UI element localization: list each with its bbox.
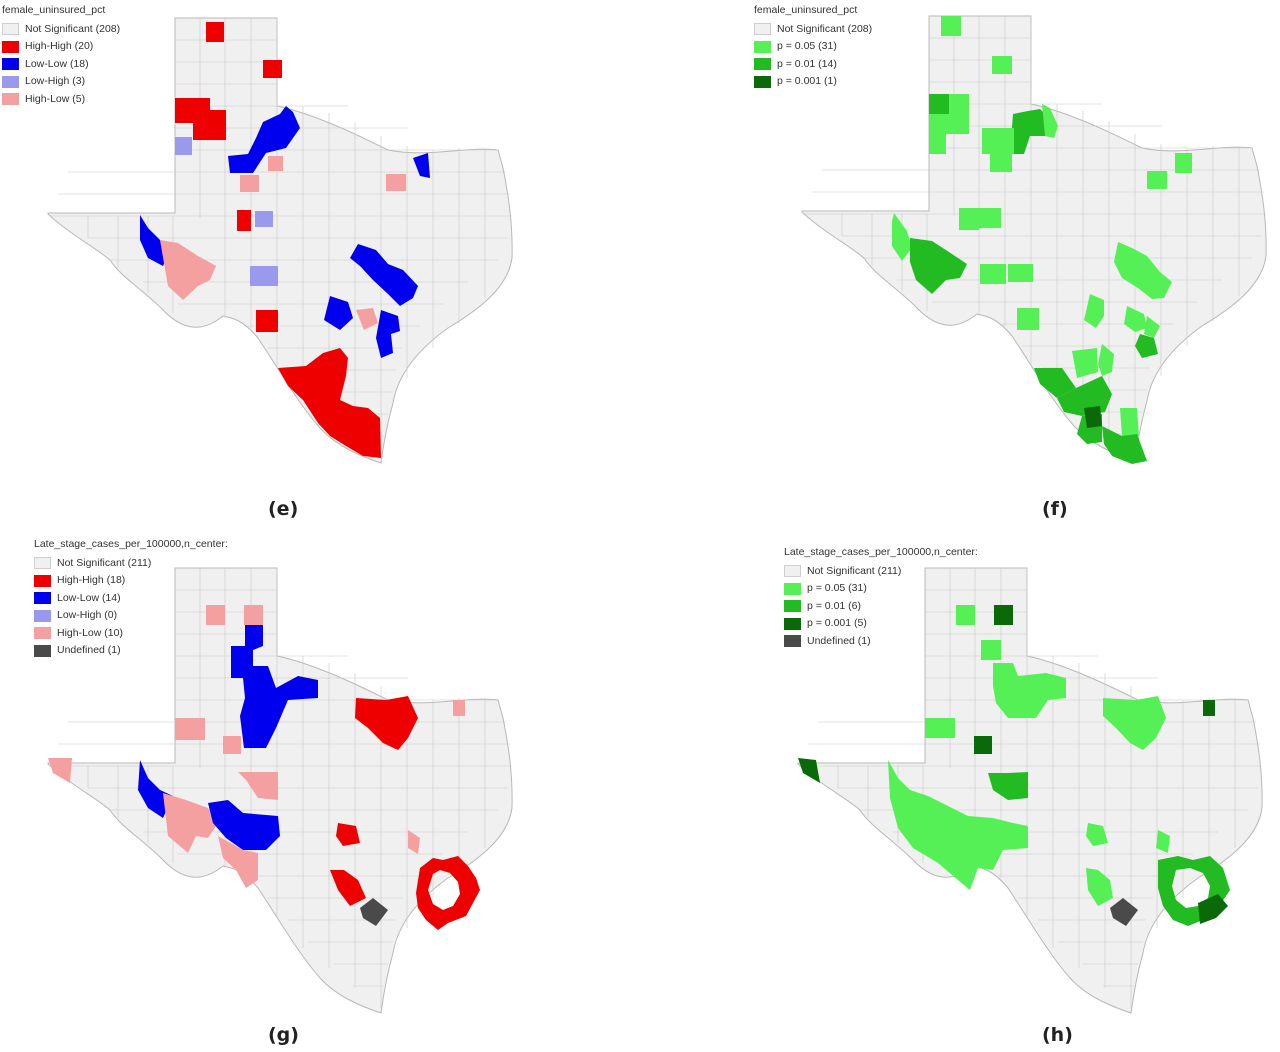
legend-label: p = 0.05 (31) — [807, 582, 867, 594]
texas-county-map — [801, 15, 1267, 464]
legend-swatch — [754, 23, 771, 36]
legend-label: p = 0.001 (5) — [807, 617, 867, 629]
legend-item-p005: p = 0.05 (31) — [754, 38, 872, 56]
legend-item-not-significant: Not Significant (211) — [784, 563, 978, 581]
texas-outline — [47, 567, 513, 1014]
legend-label: p = 0.01 (6) — [807, 599, 861, 612]
panel-e: female_uninsured_pct Not Significant (20… — [0, 0, 640, 526]
texas-outline — [797, 567, 1263, 1014]
legend-item-p001: p = 0.01 (14) — [754, 56, 872, 74]
legend-label: Low-Low (18) — [25, 57, 89, 70]
legend-item-low-high: Low-High (0) — [34, 607, 228, 625]
significant-counties — [798, 605, 1230, 926]
county-grid — [804, 16, 1266, 456]
legend-swatch — [34, 574, 51, 587]
panel-f: female_uninsured_pct Not Significant (20… — [640, 0, 1280, 526]
legend-label: Low-Low (14) — [57, 591, 121, 604]
significant-counties — [140, 22, 430, 458]
texas-outline — [47, 17, 513, 464]
legend-label: Not Significant (208) — [25, 22, 121, 35]
significant-counties — [48, 605, 480, 930]
legend-item-p0001: p = 0.001 (5) — [784, 615, 978, 633]
legend-label: High-Low (10) — [57, 626, 123, 639]
legend-label: Undefined (1) — [57, 644, 121, 656]
legend-label: High-High (18) — [57, 574, 126, 586]
legend-item-not-significant: Not Significant (208) — [754, 21, 872, 39]
legend-swatch — [754, 40, 771, 53]
panel-h: Late_stage_cases_per_100000,n_center: No… — [640, 526, 1280, 1052]
legend-swatch — [784, 565, 801, 578]
legend-swatch — [34, 592, 51, 605]
legend-item-low-low: Low-Low (18) — [2, 56, 120, 74]
panel-g: Late_stage_cases_per_100000,n_center: No… — [0, 526, 640, 1052]
legend-label: High-High (20) — [25, 40, 94, 52]
legend-item-high-low: High-Low (5) — [2, 91, 120, 109]
panel-label: (f) — [1042, 498, 1068, 520]
panel-label: (g) — [268, 1024, 299, 1046]
legend-label: Low-High (0) — [57, 609, 118, 621]
legend-swatch — [34, 627, 51, 640]
legend: Late_stage_cases_per_100000,n_center: No… — [784, 544, 978, 650]
legend-title: Late_stage_cases_per_100000,n_center: — [784, 546, 978, 558]
significant-counties — [892, 16, 1192, 464]
legend-swatch — [784, 600, 801, 613]
legend-item-undefined: Undefined (1) — [784, 633, 978, 651]
legend-title: female_uninsured_pct — [754, 4, 858, 16]
legend-swatch — [754, 75, 771, 88]
legend-item-p005: p = 0.05 (31) — [784, 580, 978, 598]
legend-swatch — [2, 40, 19, 53]
legend-label: Not Significant (211) — [57, 556, 152, 569]
legend-label: Not Significant (208) — [777, 22, 873, 35]
legend-item-high-high: High-High (20) — [2, 38, 120, 56]
legend: female_uninsured_pct Not Significant (20… — [754, 2, 872, 91]
legend-item-p001: p = 0.01 (6) — [784, 598, 978, 616]
legend-swatch — [2, 75, 19, 88]
legend-swatch — [2, 23, 19, 36]
legend-item-high-low: High-Low (10) — [34, 625, 228, 643]
legend-swatch — [34, 644, 51, 657]
panel-label: (h) — [1042, 1024, 1073, 1046]
legend-item-not-significant: Not Significant (208) — [2, 21, 120, 39]
legend-item-undefined: Undefined (1) — [34, 642, 228, 660]
legend-label: High-Low (5) — [25, 92, 86, 105]
texas-county-map — [47, 17, 513, 464]
legend-label: Not Significant (211) — [807, 564, 902, 577]
legend-label: p = 0.01 (14) — [777, 57, 837, 70]
legend-label: p = 0.001 (1) — [777, 75, 837, 87]
legend-label: Low-High (3) — [25, 75, 86, 87]
legend: female_uninsured_pct Not Significant (20… — [2, 2, 120, 108]
legend-swatch — [2, 93, 19, 106]
legend-item-low-low: Low-Low (14) — [34, 590, 228, 608]
legend-item-not-significant: Not Significant (211) — [34, 555, 228, 573]
legend-swatch — [784, 582, 801, 595]
texas-county-map — [47, 567, 513, 1014]
legend-label: Undefined (1) — [807, 634, 871, 647]
legend-swatch — [784, 617, 801, 630]
legend: Late_stage_cases_per_100000,n_center: No… — [34, 536, 228, 660]
panel-label: (e) — [268, 498, 299, 520]
legend-item-high-high: High-High (18) — [34, 572, 228, 590]
legend-swatch — [2, 58, 19, 71]
legend-item-low-high: Low-High (3) — [2, 73, 120, 91]
legend-swatch — [754, 58, 771, 71]
legend-title: female_uninsured_pct — [2, 4, 106, 16]
legend-title: Late_stage_cases_per_100000,n_center: — [34, 538, 228, 550]
legend-swatch — [34, 557, 51, 570]
legend-item-p0001: p = 0.001 (1) — [754, 73, 872, 91]
legend-label: p = 0.05 (31) — [777, 40, 837, 52]
texas-county-map — [797, 567, 1263, 1014]
legend-swatch — [34, 609, 51, 622]
legend-swatch — [784, 635, 801, 648]
